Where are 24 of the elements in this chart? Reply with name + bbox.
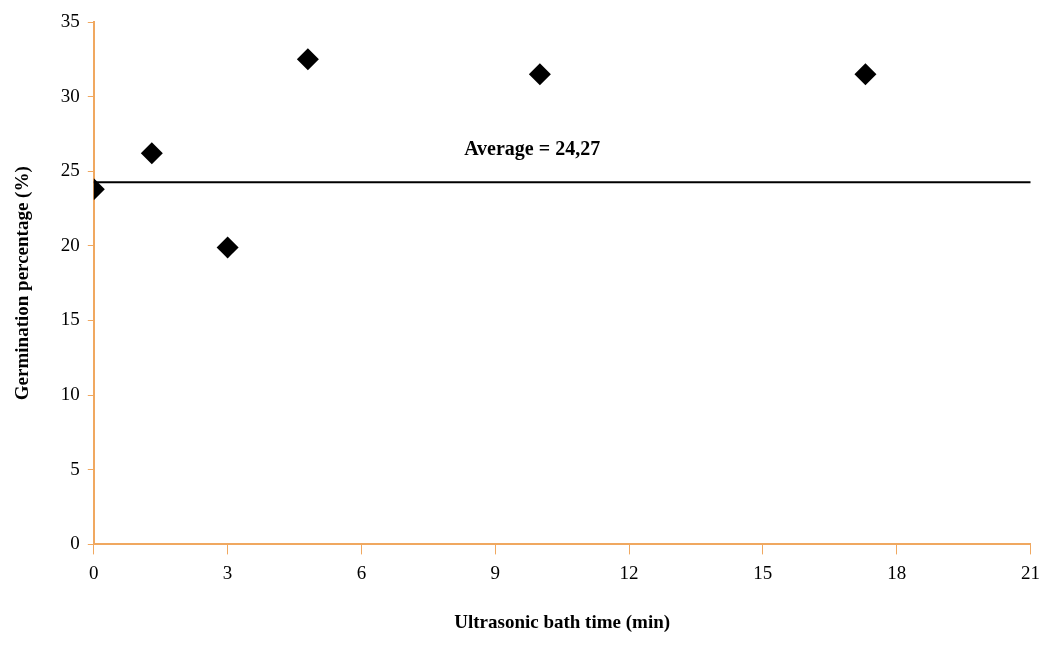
point — [140, 142, 163, 165]
point — [854, 63, 877, 86]
y-axis-title: Germination percentage (%) — [11, 166, 34, 401]
point — [528, 63, 551, 86]
x-tick-label: 6 — [356, 561, 367, 583]
y-tick-label: 15 — [60, 308, 80, 330]
y-tick-label: 0 — [70, 532, 80, 554]
x-tick-label: 18 — [887, 561, 907, 583]
ref-line-label: Average = 24,27 — [464, 137, 601, 161]
x-tick-label: 9 — [490, 561, 500, 583]
x-tick-label: 12 — [619, 561, 639, 583]
y-tick-label: 5 — [70, 457, 80, 479]
y-tick-label: 10 — [60, 383, 80, 405]
y-tick-label: 35 — [60, 9, 80, 31]
y-tick-label: 30 — [60, 84, 80, 106]
x-tick-label: 15 — [753, 561, 773, 583]
x-tick-label: 0 — [89, 561, 99, 583]
point — [296, 48, 319, 71]
y-tick-label: 20 — [60, 233, 80, 255]
point — [216, 236, 239, 259]
x-tick-label: 21 — [1021, 561, 1040, 583]
x-axis-title: Ultrasonic bath time (min) — [454, 610, 671, 633]
y-tick-label: 25 — [60, 159, 80, 181]
x-tick-label: 3 — [222, 561, 233, 583]
